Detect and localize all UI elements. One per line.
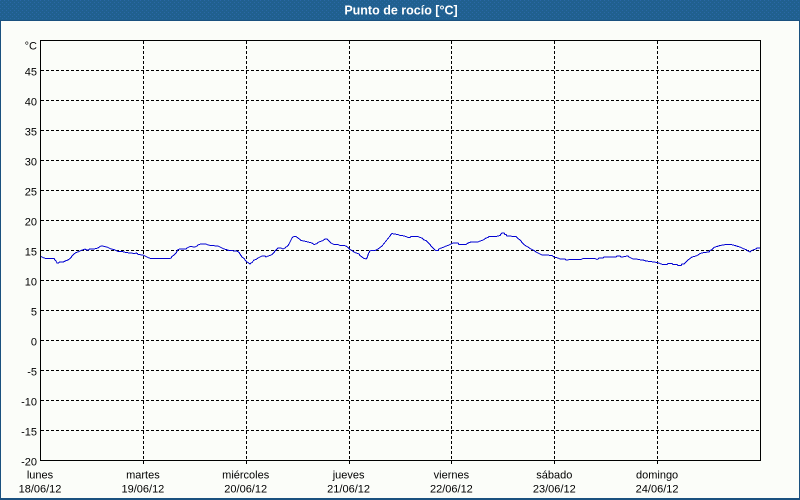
svg-text:30: 30: [25, 157, 37, 169]
svg-text:23/06/12: 23/06/12: [533, 484, 576, 496]
svg-text:-15: -15: [21, 427, 37, 439]
svg-text:martes: martes: [126, 470, 160, 482]
svg-text:24/06/12: 24/06/12: [636, 484, 679, 496]
svg-text:0: 0: [31, 337, 37, 349]
svg-text:miércoles: miércoles: [222, 470, 270, 482]
svg-text:21/06/12: 21/06/12: [327, 484, 370, 496]
svg-text:-5: -5: [27, 367, 37, 379]
svg-text:5: 5: [31, 307, 37, 319]
svg-text:viernes: viernes: [434, 470, 470, 482]
svg-text:-20: -20: [21, 457, 37, 469]
svg-text:35: 35: [25, 127, 37, 139]
svg-text:19/06/12: 19/06/12: [121, 484, 164, 496]
svg-text:domingo: domingo: [636, 470, 678, 482]
svg-text:25: 25: [25, 187, 37, 199]
svg-text:sábado: sábado: [536, 470, 572, 482]
svg-text:°C: °C: [25, 41, 37, 53]
svg-text:40: 40: [25, 97, 37, 109]
svg-text:45: 45: [25, 67, 37, 79]
svg-text:22/06/12: 22/06/12: [430, 484, 473, 496]
svg-text:15: 15: [25, 247, 37, 259]
svg-text:lunes: lunes: [27, 470, 54, 482]
svg-text:jueves: jueves: [332, 470, 365, 482]
svg-text:20: 20: [25, 217, 37, 229]
svg-text:18/06/12: 18/06/12: [19, 484, 62, 496]
svg-text:Punto de rocío [°C]: Punto de rocío [°C]: [344, 4, 457, 18]
svg-text:10: 10: [25, 277, 37, 289]
svg-text:-10: -10: [21, 397, 37, 409]
svg-text:20/06/12: 20/06/12: [224, 484, 267, 496]
